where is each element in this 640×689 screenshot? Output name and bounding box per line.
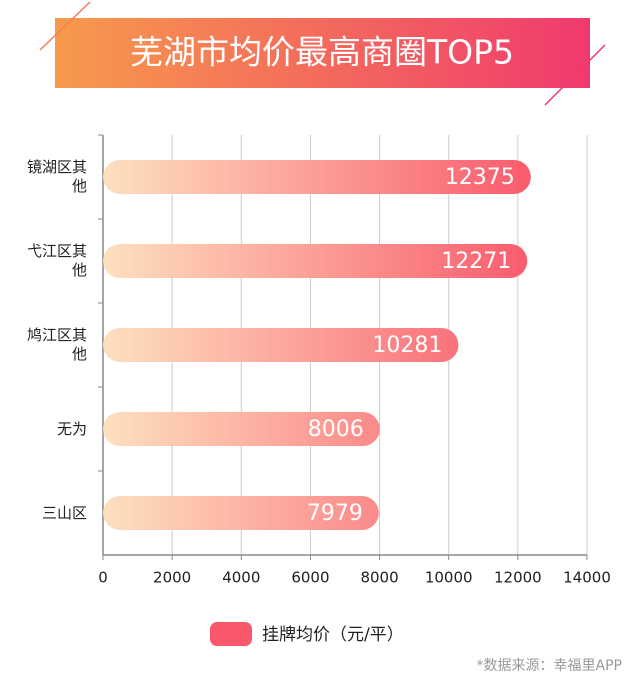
value-label: 8006 [308, 417, 364, 442]
decor [39, 1, 91, 51]
value-label: 12375 [445, 165, 515, 190]
bar [103, 160, 531, 194]
x-tick-label: 8000 [360, 569, 398, 587]
category-label: 三山区 [41, 503, 87, 522]
source: *数据来源：幸福里APP [477, 658, 622, 674]
chart-title: 芜湖市均价最高商圈TOP5 [130, 33, 514, 72]
x-tick-label: 6000 [291, 569, 329, 587]
legend-swatch [210, 622, 252, 646]
x-tick-label: 2000 [153, 569, 191, 587]
title-banner: 芜湖市均价最高商圈TOP5 [39, 1, 606, 106]
bar [103, 328, 459, 362]
category-label: 弋江区其他 [26, 242, 87, 279]
value-label: 7979 [307, 501, 363, 526]
x-tick-label: 14000 [563, 569, 611, 587]
x-tick-label: 12000 [494, 569, 542, 587]
category-label: 无为 [56, 419, 87, 438]
banner [55, 18, 590, 88]
value-label: 10281 [372, 333, 442, 358]
x-tick-label: 0 [98, 569, 108, 587]
bar [103, 496, 379, 530]
bar [103, 244, 528, 278]
legend-label: 挂牌均价（元/平） [262, 625, 404, 645]
x-tick-label: 10000 [425, 569, 473, 587]
x-tick-label: 4000 [222, 569, 260, 587]
bar [103, 412, 380, 446]
value-label: 12271 [441, 249, 511, 274]
category-label: 镜湖区其他 [26, 158, 87, 195]
decor [544, 44, 606, 106]
category-label: 鸠江区其他 [26, 326, 87, 363]
